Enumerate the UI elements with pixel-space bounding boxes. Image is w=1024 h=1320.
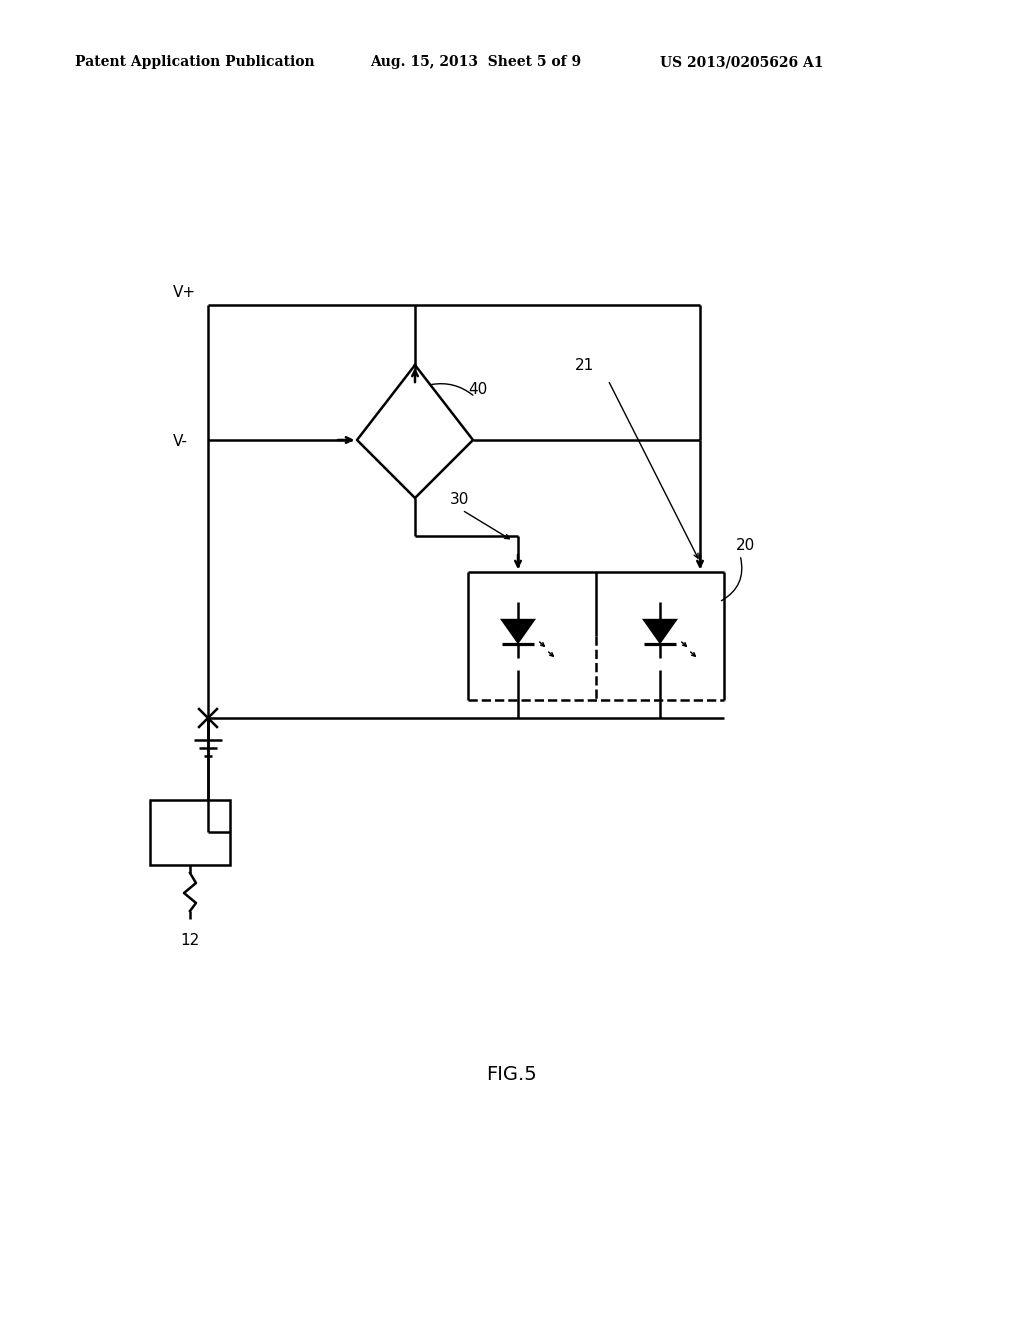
Text: V+: V+	[173, 285, 197, 300]
Text: US 2013/0205626 A1: US 2013/0205626 A1	[660, 55, 823, 69]
Text: FIG.5: FIG.5	[486, 1065, 538, 1085]
Text: Aug. 15, 2013  Sheet 5 of 9: Aug. 15, 2013 Sheet 5 of 9	[370, 55, 582, 69]
Text: 20: 20	[736, 537, 756, 553]
Polygon shape	[503, 620, 534, 642]
Text: Patent Application Publication: Patent Application Publication	[75, 55, 314, 69]
Text: V-: V-	[173, 434, 188, 450]
Text: 30: 30	[450, 492, 469, 507]
Text: 12: 12	[180, 933, 200, 948]
Text: 40: 40	[468, 383, 487, 397]
Text: 21: 21	[575, 358, 594, 372]
Bar	[150, 800, 230, 865]
Polygon shape	[644, 620, 676, 642]
